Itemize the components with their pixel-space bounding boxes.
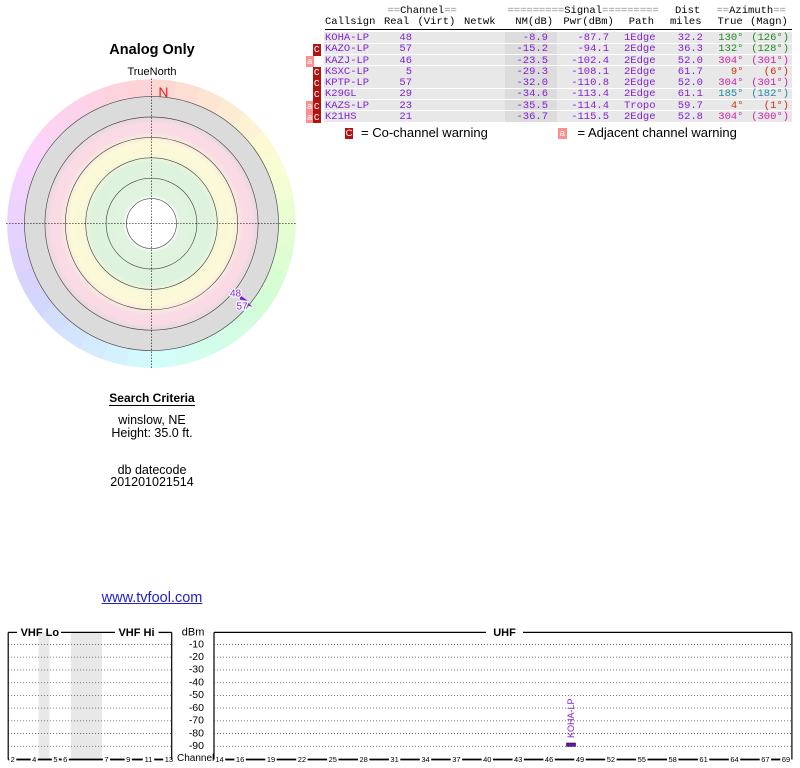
svg-text:55: 55: [638, 755, 646, 764]
svg-text:-10: -10: [189, 638, 204, 650]
svg-text:34: 34: [421, 755, 429, 764]
svg-text:46: 46: [545, 755, 553, 764]
svg-text:69: 69: [782, 755, 790, 764]
svg-text:7: 7: [104, 755, 108, 764]
svg-text:58: 58: [669, 755, 677, 764]
svg-text:57: 57: [237, 302, 249, 313]
svg-text:52: 52: [607, 755, 615, 764]
svg-text:-30: -30: [189, 664, 204, 676]
svg-text:2: 2: [11, 755, 15, 764]
svg-text:UHF: UHF: [493, 627, 516, 639]
svg-text:25: 25: [329, 755, 337, 764]
svg-text:14: 14: [215, 755, 223, 764]
svg-text:VHF Hi: VHF Hi: [118, 627, 154, 639]
svg-text:11: 11: [145, 755, 153, 764]
svg-text:43: 43: [514, 755, 522, 764]
svg-text:5: 5: [53, 755, 57, 764]
svg-text:28: 28: [360, 755, 368, 764]
svg-text:40: 40: [483, 755, 491, 764]
svg-text:48: 48: [230, 289, 242, 300]
svg-text:22: 22: [298, 755, 306, 764]
svg-text:6: 6: [63, 755, 67, 764]
svg-text:VHF Lo: VHF Lo: [21, 627, 60, 639]
svg-text:-50: -50: [189, 689, 204, 701]
svg-text:49: 49: [576, 755, 584, 764]
svg-text:N: N: [158, 84, 168, 100]
svg-text:KOHA-LP: KOHA-LP: [566, 698, 576, 738]
svg-text:-80: -80: [189, 727, 204, 739]
svg-text:64: 64: [730, 755, 738, 764]
svg-text:-20: -20: [189, 651, 204, 663]
svg-text:-60: -60: [189, 702, 204, 714]
svg-text:67: 67: [761, 755, 769, 764]
svg-text:37: 37: [452, 755, 460, 764]
svg-text:31: 31: [390, 755, 398, 764]
svg-text:Channel: Channel: [177, 753, 214, 764]
svg-text:dBm: dBm: [182, 626, 205, 638]
svg-text:-90: -90: [189, 740, 204, 752]
svg-text:9: 9: [126, 755, 130, 764]
svg-text:4: 4: [32, 755, 36, 764]
svg-text:-70: -70: [189, 715, 204, 727]
svg-text:13: 13: [165, 755, 173, 764]
svg-text:-40: -40: [189, 677, 204, 689]
svg-text:61: 61: [699, 755, 707, 764]
svg-text:19: 19: [267, 755, 275, 764]
svg-text:16: 16: [236, 755, 244, 764]
